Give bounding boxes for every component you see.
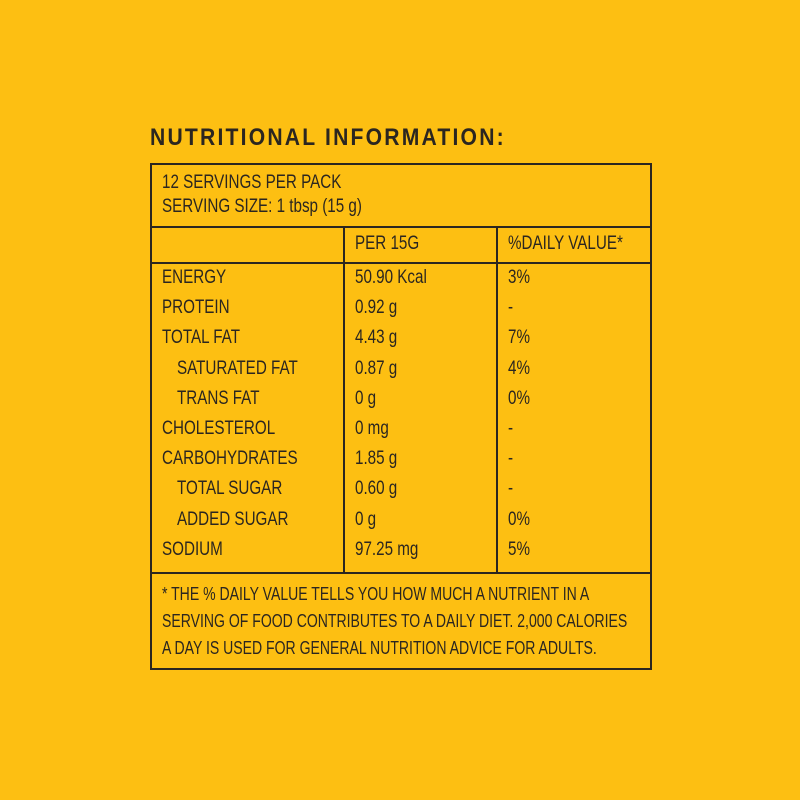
table-frame	[150, 163, 652, 670]
amount: 0.60 g	[355, 478, 398, 500]
daily-value: 3%	[508, 267, 530, 288]
divider	[150, 572, 652, 574]
amount: 1.85 g	[355, 448, 398, 470]
daily-value: 0%	[508, 387, 530, 409]
daily-value: -	[508, 297, 514, 319]
daily-value: 7%	[508, 327, 530, 349]
amount: 0.87 g	[355, 357, 398, 379]
nutrient-name: TRANS FAT	[177, 387, 260, 409]
nutrient-name: CARBOHYDRATES	[162, 448, 298, 470]
servings: 12 SERVINGS PER PACK	[162, 172, 342, 193]
footnote: SERVING OF FOOD CONTRIBUTES TO A DAILY D…	[162, 611, 628, 631]
nutrient-name: SODIUM	[162, 538, 223, 560]
nutrient-name: SATURATED FAT	[177, 357, 298, 379]
nutrient-name: TOTAL FAT	[162, 327, 240, 349]
daily-value: -	[508, 418, 514, 439]
daily-value: 0%	[508, 508, 530, 530]
nutrient-name: CHOLESTEROL	[162, 418, 276, 439]
daily-value: 5%	[508, 538, 530, 560]
column-divider	[343, 226, 345, 574]
amount: 0 mg	[355, 418, 389, 439]
amount: 0 g	[355, 387, 377, 409]
amount: 0.92 g	[355, 297, 398, 319]
amount: 0 g	[355, 508, 377, 530]
column-header: %DAILY VALUE*	[508, 233, 623, 254]
title: NUTRITIONAL INFORMATION:	[150, 124, 506, 151]
daily-value: 4%	[508, 357, 530, 379]
footnote: * THE % DAILY VALUE TELLS YOU HOW MUCH A…	[162, 584, 590, 604]
serving-size: SERVING SIZE: 1 tbsp (15 g)	[162, 196, 362, 217]
divider	[150, 262, 652, 264]
footnote: A DAY IS USED FOR GENERAL NUTRITION ADVI…	[162, 638, 597, 658]
nutrient-name: ADDED SUGAR	[177, 508, 289, 530]
daily-value: -	[508, 478, 514, 500]
nutrient-name: PROTEIN	[162, 297, 230, 319]
daily-value: -	[508, 448, 514, 470]
amount: 50.90 Kcal	[355, 267, 427, 288]
divider	[150, 226, 652, 228]
amount: 4.43 g	[355, 327, 398, 349]
nutrient-name: TOTAL SUGAR	[177, 478, 283, 500]
column-divider	[496, 226, 498, 574]
column-header: PER 15G	[355, 233, 420, 254]
amount: 97.25 mg	[355, 538, 419, 560]
nutrient-name: ENERGY	[162, 267, 227, 288]
